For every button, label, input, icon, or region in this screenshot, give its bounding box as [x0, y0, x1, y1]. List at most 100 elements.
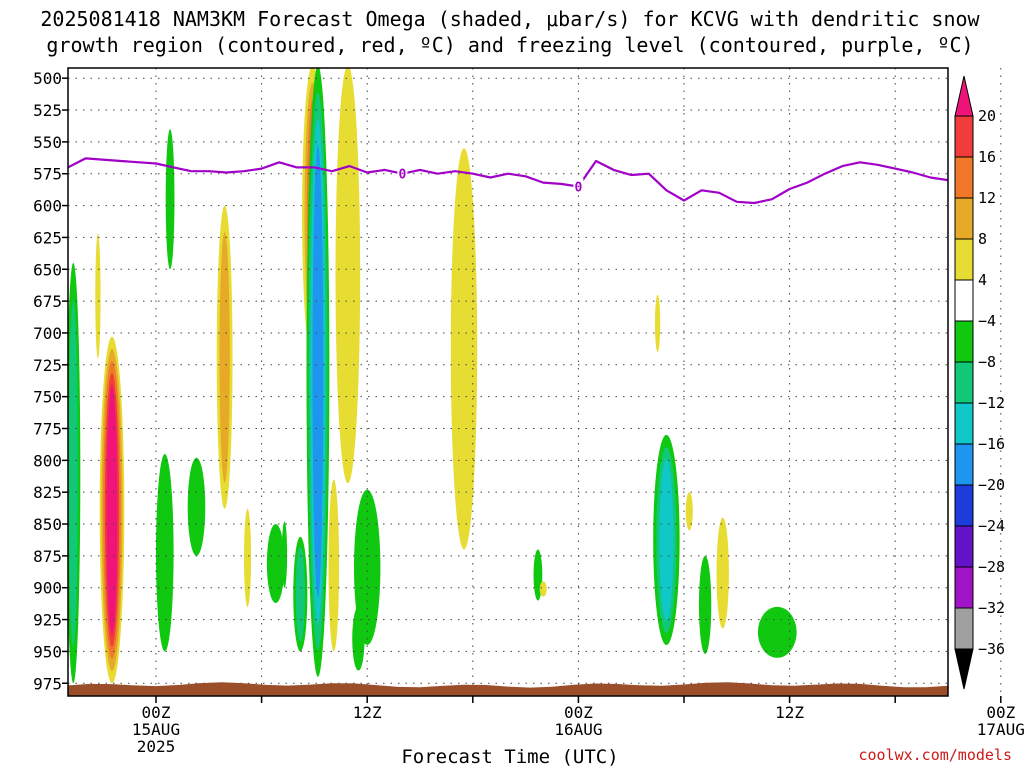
omega-cell-4-level-0 [165, 129, 175, 270]
colorbar-box-7 [954, 361, 974, 404]
y-tick-label-17: 925 [33, 611, 62, 630]
omega-cell-21-level-0 [654, 294, 661, 353]
colorbar-box-2 [954, 156, 974, 199]
y-tick-label-9: 725 [33, 356, 62, 375]
colorbar-box-5 [954, 279, 974, 322]
credit-link[interactable]: coolwx.com/models [858, 746, 1012, 764]
colorbar-box-8 [954, 402, 974, 445]
omega-cell-23-level-0 [698, 555, 712, 654]
omega-cell-2-level-0 [95, 233, 101, 359]
colorbar-label-12: −32 [978, 599, 1005, 617]
colorbar-label-10: −24 [978, 517, 1005, 535]
omega-cell-7-level-0 [244, 508, 252, 607]
colorbar-box-10 [954, 484, 974, 527]
colorbar-label-5: −4 [978, 312, 996, 330]
y-tick-label-6: 650 [33, 260, 62, 279]
colorbar-label-4: 4 [978, 271, 987, 289]
colorbar-label-6: −8 [978, 353, 996, 371]
chart-title-line2: growth region (contoured, red, ºC) and f… [46, 33, 973, 57]
freezing-level-label-0: 0 [398, 168, 406, 183]
colorbar-box-11 [954, 525, 974, 568]
colorbar-box-12 [954, 566, 974, 609]
y-tick-label-10: 750 [33, 388, 62, 407]
x-tick-label-8-1: 17AUG [977, 720, 1024, 739]
omega-cell-25-level-0 [757, 606, 797, 658]
omega-cell-24-level-0 [716, 517, 729, 629]
y-tick-label-5: 625 [33, 228, 62, 247]
x-tick-label-2-0: 12Z [353, 703, 382, 722]
omega-cell-19-level-0 [539, 581, 547, 597]
y-tick-label-3: 575 [33, 165, 62, 184]
colorbar-box-13 [954, 607, 974, 650]
x-tick-label-0-0: 00Z [142, 703, 171, 722]
colorbar-label-11: −28 [978, 558, 1005, 576]
omega-cell-17-level-0 [450, 148, 478, 550]
x-tick-label-0-1: 15AUG [132, 720, 180, 739]
y-tick-label-12: 800 [33, 451, 62, 470]
omega-cell-14-level-0 [335, 68, 361, 484]
y-tick-label-1: 525 [33, 101, 62, 120]
colorbar-label-7: −12 [978, 394, 1005, 412]
y-tick-label-18: 950 [33, 642, 62, 661]
plot-background [68, 68, 948, 696]
omega-cell-5-level-0 [187, 457, 206, 556]
x-axis-title: Forecast Time (UTC) [401, 746, 618, 768]
y-tick-label-15: 875 [33, 547, 62, 566]
x-tick-label-6-0: 12Z [775, 703, 804, 722]
x-tick-label-0-2: 2025 [137, 737, 176, 756]
freezing-level-contour: 00 [67, 157, 949, 205]
terrain-ground [68, 682, 948, 696]
omega-cell-10-level-1 [295, 546, 305, 642]
colorbar-bottom-arrow [954, 648, 974, 690]
x-tick-label-8-0: 00Z [986, 703, 1015, 722]
colorbar-label-3: 8 [978, 230, 987, 248]
plot-area: 00 [67, 67, 1002, 697]
colorbar-label-8: −16 [978, 435, 1005, 453]
omega-shading [68, 68, 797, 684]
colorbar-top-arrow [954, 75, 974, 117]
y-tick-label-2: 550 [33, 133, 62, 152]
colorbar-box-4 [954, 238, 974, 281]
chart-title-line1: 2025081418 NAM3KM Forecast Omega (shaded… [40, 7, 980, 31]
omega-cell-13-level-0 [328, 479, 340, 652]
colorbar-box-6 [954, 320, 974, 363]
omega-cell-0-level-4 [106, 385, 118, 635]
omega-cell-20-level-2 [659, 459, 674, 621]
colorbar-box-1 [954, 115, 974, 158]
y-tick-label-14: 850 [33, 515, 62, 534]
x-tick-label-4-1: 16AUG [554, 720, 602, 739]
y-tick-label-19: 975 [33, 674, 62, 693]
omega-cell-9-level-0 [281, 521, 288, 588]
omega-cell-3-level-0 [156, 453, 174, 652]
colorbar-box-9 [954, 443, 974, 486]
omega-cell-12-level-3 [312, 145, 324, 597]
y-axis: 500 525 550 575 600 625 650 675 700 725 750 775 800 8… [33, 69, 68, 693]
omega-cell-22-level-0 [685, 492, 693, 531]
y-tick-label-4: 600 [33, 197, 62, 216]
colorbar-label-13: −36 [978, 640, 1005, 658]
x-tick-label-4-0: 00Z [564, 703, 593, 722]
y-tick-label-13: 825 [33, 483, 62, 502]
freezing-level-label-1: 0 [574, 180, 582, 195]
colorbar-box-3 [954, 197, 974, 240]
y-tick-label-11: 775 [33, 419, 62, 438]
omega-cell-16-level-0 [354, 489, 381, 646]
omega-cell-1-level-1 [68, 299, 78, 647]
y-tick-label-0: 500 [33, 69, 62, 88]
colorbar: 20 16 12 8 4 −4 −8 −12 −16 −20 −24 −28 −32 −36 [954, 75, 1005, 690]
y-tick-label-8: 700 [33, 324, 62, 343]
y-tick-label-7: 675 [33, 292, 62, 311]
plot-border [67, 67, 949, 697]
colorbar-label-1: 16 [978, 148, 996, 166]
colorbar-label-9: −20 [978, 476, 1005, 494]
omega-cell-8-level-0 [266, 524, 285, 604]
y-tick-label-16: 900 [33, 579, 62, 598]
colorbar-label-2: 12 [978, 189, 996, 207]
freezing-label-bg-1 [573, 178, 584, 194]
omega-cell-6-level-1 [219, 232, 230, 483]
freezing-level-line [67, 157, 949, 205]
freezing-label-bg-0 [397, 165, 408, 181]
colorbar-label-0: 20 [978, 107, 996, 125]
